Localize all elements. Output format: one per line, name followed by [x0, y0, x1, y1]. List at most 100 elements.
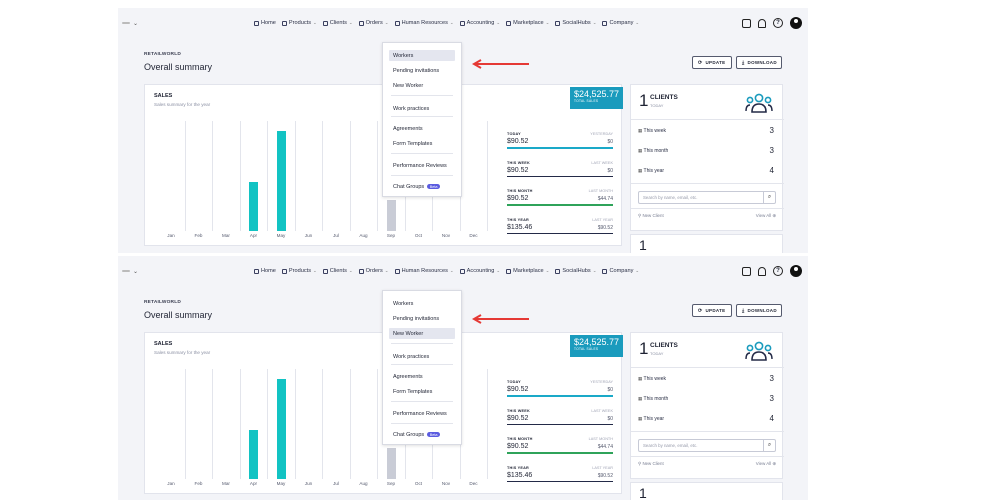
download-button[interactable]: ⤓ DOWNLOAD: [736, 56, 782, 69]
chart-x-tick-label: Jun: [304, 481, 313, 486]
app-logo[interactable]: ⌄: [122, 267, 140, 275]
search-icon[interactable]: ⌕: [763, 192, 775, 204]
nav-item-products[interactable]: Products ⌄: [281, 268, 317, 274]
chart-x-tick-label: Jul: [333, 481, 339, 486]
dropdown-item-performance-reviews[interactable]: Performance Reviews: [389, 160, 455, 171]
dropdown-item-workers[interactable]: Workers: [389, 298, 455, 309]
dropdown-item-chat-groups[interactable]: Chat Groups Beta: [389, 429, 455, 440]
nav-item-human-resources[interactable]: Human Resources ⌄: [394, 268, 454, 274]
new-client-link[interactable]: ⚲ New Client: [638, 213, 664, 218]
sales-stat: THIS YEAR LAST YEAR $135.46 $90.52: [507, 218, 613, 235]
stat-label: THIS YEAR: [507, 465, 529, 470]
dropdown-item-performance-reviews[interactable]: Performance Reviews: [389, 408, 455, 419]
chart-x-tick-label: Oct: [414, 481, 423, 486]
dropdown-divider: [391, 116, 453, 117]
user-icon[interactable]: [790, 17, 802, 29]
client-stat-row: This week 3: [638, 126, 774, 135]
divider: [631, 119, 784, 120]
new-client-link[interactable]: ⚲ New Client: [638, 461, 664, 466]
nav-item-clients[interactable]: Clients ⌄: [322, 268, 353, 274]
nav-item-home[interactable]: Home: [254, 20, 276, 26]
dropdown-item-form-templates[interactable]: Form Templates: [389, 386, 455, 397]
help-icon[interactable]: ?: [773, 266, 783, 276]
nav-item-human-resources[interactable]: Human Resources ⌄: [394, 20, 454, 26]
bell-icon[interactable]: [758, 18, 766, 28]
secondary-stat-card: 1: [630, 234, 783, 253]
nav-item-label: Company: [609, 268, 634, 274]
stat-value: $90.52: [507, 166, 529, 174]
dropdown-item-work-practices[interactable]: Work practices: [389, 103, 455, 114]
nav-item-socialhubs[interactable]: SocialHubs ⌄: [555, 268, 596, 274]
nav-item-clients[interactable]: Clients ⌄: [322, 20, 353, 26]
user-icon[interactable]: [790, 265, 802, 277]
chart-bar-may[interactable]: [276, 131, 286, 231]
chart-bar-apr[interactable]: [249, 181, 258, 231]
app-logo[interactable]: ⌄: [122, 19, 140, 27]
nav-item-label: Orders: [365, 268, 383, 274]
search-icon[interactable]: ⌕: [763, 440, 775, 452]
nav-item-products[interactable]: Products ⌄: [281, 20, 317, 26]
view-all-link[interactable]: View All ⊕: [755, 213, 776, 218]
sales-stat: TODAY YESTERDAY $90.52 $0: [507, 380, 613, 397]
nav-item-home[interactable]: Home: [254, 268, 276, 274]
nav-item-accounting[interactable]: Accounting ⌄: [459, 20, 500, 26]
update-label: UPDATE: [705, 308, 726, 313]
notes-icon[interactable]: [742, 266, 751, 276]
dropdown-item-label: Agreements: [393, 373, 423, 380]
dropdown-item-agreements[interactable]: Agreements: [389, 123, 455, 134]
chart-bar-sep[interactable]: [386, 200, 396, 231]
dropdown-item-pending-invitations[interactable]: Pending invitations: [389, 313, 455, 324]
refresh-icon: ⟳: [698, 59, 703, 66]
dropdown-item-agreements[interactable]: Agreements: [389, 371, 455, 382]
client-search-input[interactable]: Search by name, email, etc. ⌕: [638, 439, 776, 452]
dropdown-item-chat-groups[interactable]: Chat Groups Beta: [389, 181, 455, 192]
client-stat-label: This year: [638, 168, 665, 174]
stat-value: $135.46: [507, 223, 533, 231]
bell-icon[interactable]: [758, 266, 766, 276]
top-navigation: ⌄ Home Products ⌄ Clients ⌄ Orders ⌄ Human Reso…: [118, 16, 808, 30]
nav-item-marketplace[interactable]: Marketplace ⌄: [506, 268, 549, 274]
dropdown-divider: [391, 423, 453, 424]
help-icon[interactable]: ?: [773, 18, 783, 28]
nav-item-marketplace[interactable]: Marketplace ⌄: [506, 20, 549, 26]
nav-item-accounting[interactable]: Accounting ⌄: [459, 268, 500, 274]
update-button[interactable]: ⟳ UPDATE: [692, 304, 732, 317]
chart-x-tick-label: Feb: [194, 481, 203, 486]
nav-item-company[interactable]: Company ⌄: [602, 268, 639, 274]
dropdown-item-pending-invitations[interactable]: Pending invitations: [389, 65, 455, 76]
download-label: DOWNLOAD: [747, 308, 777, 313]
download-icon: ⤓: [742, 59, 745, 66]
dropdown-item-new-worker[interactable]: New Worker: [389, 80, 455, 91]
chart-bar-sep[interactable]: [386, 448, 396, 479]
beta-badge: Beta: [427, 432, 440, 437]
stat-value: $90.52: [507, 138, 529, 145]
chart-bar-apr[interactable]: [249, 429, 258, 479]
view-all-link[interactable]: View All ⊕: [755, 461, 776, 466]
nav-item-orders[interactable]: Orders ⌄: [358, 20, 389, 26]
breadcrumb: RETAILWORLD: [144, 300, 182, 305]
chevron-down-icon: ⌄: [592, 20, 597, 25]
download-button[interactable]: ⤓ DOWNLOAD: [736, 304, 782, 317]
client-stat-label: This month: [638, 396, 669, 402]
clients-label: CLIENTS: [650, 342, 678, 349]
dropdown-item-new-worker[interactable]: New Worker: [389, 328, 455, 339]
total-sales-label: TOTAL SALES: [574, 99, 599, 103]
new-client-label: New Client: [642, 213, 664, 218]
dropdown-item-workers[interactable]: Workers: [389, 50, 455, 61]
top-navigation: ⌄ Home Products ⌄ Clients ⌄ Orders ⌄ Human Reso…: [118, 264, 808, 278]
stat-prev-value: $90.52: [597, 224, 613, 231]
dropdown-item-label: Chat Groups: [393, 183, 425, 190]
nav-item-socialhubs[interactable]: SocialHubs ⌄: [555, 20, 596, 26]
client-search-input[interactable]: Search by name, email, etc. ⌕: [638, 191, 776, 204]
nav-item-orders[interactable]: Orders ⌄: [358, 268, 389, 274]
update-button[interactable]: ⟳ UPDATE: [692, 56, 732, 69]
page-title: Overall summary: [144, 62, 213, 72]
chart-x-tick-label: May: [276, 233, 286, 238]
dropdown-item-work-practices[interactable]: Work practices: [389, 351, 455, 362]
notes-icon[interactable]: [742, 18, 751, 28]
chart-gridline: [487, 369, 488, 479]
dropdown-item-form-templates[interactable]: Form Templates: [389, 138, 455, 149]
nav-item-company[interactable]: Company ⌄: [602, 20, 639, 26]
chart-x-tick-label: Aug: [359, 233, 368, 238]
chart-bar-may[interactable]: [276, 379, 286, 479]
